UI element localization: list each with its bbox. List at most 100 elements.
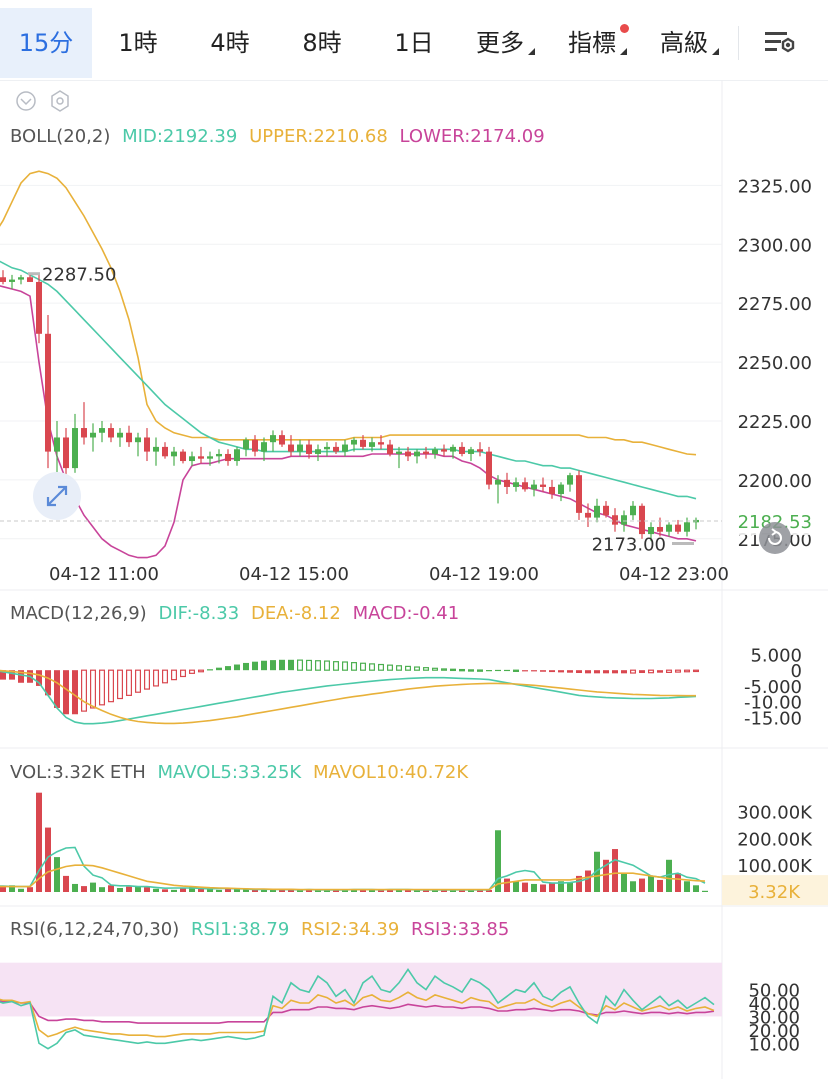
macd-dea-line (0, 669, 696, 725)
macd-bar (692, 669, 699, 673)
macd-tick-label: -15.00 (744, 708, 802, 729)
macd-bar (423, 667, 430, 671)
candle-body (432, 449, 438, 454)
rsi2-line (0, 991, 715, 1038)
volume-bar (27, 887, 33, 892)
macd-bar (54, 670, 60, 708)
macd-bar (549, 670, 555, 673)
volume-bar (576, 875, 582, 892)
candle-body (135, 437, 141, 443)
volume-bar (504, 878, 510, 892)
chart-settings-icon[interactable] (762, 28, 798, 60)
volume-bar (270, 889, 276, 892)
volume-bar (0, 886, 6, 892)
candle-body (72, 428, 78, 469)
macd-tick-label: -5.000 (744, 677, 802, 698)
macd-bar (531, 670, 537, 672)
rsi3-line (0, 1000, 715, 1024)
macd-bar (315, 660, 322, 671)
volume-bar (36, 792, 42, 892)
expand-button[interactable] (33, 472, 81, 520)
volume-bar (135, 886, 141, 892)
macd-dif-line (0, 670, 697, 725)
price-axis: 2325.00 2300.00 2275.00 2250.00 2225.00 2200.… (738, 176, 812, 550)
indicators-dropdown-icon (620, 48, 627, 55)
panel-separators (0, 80, 828, 1079)
volume-bar (90, 882, 96, 892)
candle-body (315, 449, 321, 454)
volume-bar (108, 885, 114, 892)
tab-4h[interactable]: 4時 (210, 29, 250, 57)
volume-bar (207, 889, 213, 892)
candle-body (612, 515, 618, 525)
reset-button[interactable] (759, 522, 791, 554)
collapse-indicator-icon[interactable] (16, 91, 36, 111)
volume-bar (702, 890, 708, 892)
macd-bar (665, 669, 672, 673)
rsi-legend: RSI(6,12,24,70,30) RSI1:38.79 RSI2:34.39… (10, 919, 509, 940)
tab-8h[interactable]: 8時 (302, 29, 342, 57)
macd-bar (125, 669, 132, 696)
boll-mid-line (0, 260, 697, 500)
volume-panel (0, 792, 708, 892)
tab-15m[interactable]: 15分 (0, 8, 92, 78)
macd-bar (324, 660, 331, 671)
price-tick-label: 2300.00 (738, 235, 812, 256)
candle-body (45, 333, 51, 452)
candle-body (297, 444, 303, 452)
candle-body (126, 432, 132, 443)
volume-bar (54, 857, 60, 892)
volume-axis: 300.00K 200.00K 100.00K 3.32K (722, 802, 828, 906)
volume-bar (261, 888, 267, 892)
candle-body (99, 428, 105, 433)
macd-bar (414, 666, 421, 671)
tab-1h[interactable]: 1時 (118, 29, 158, 57)
macd-legend: MACD(12,26,9) DIF:-8.33 DEA:-8.12 MACD:-… (10, 603, 459, 624)
candle-body (684, 522, 690, 532)
macd-bar (522, 670, 528, 672)
chevron-down-icon (20, 98, 32, 106)
macd-bar (621, 670, 627, 674)
candle-body (486, 451, 492, 485)
macd-bar (270, 660, 276, 671)
macd-bar (558, 670, 564, 673)
boll-upper-line (0, 170, 697, 456)
candle-body (513, 482, 519, 487)
candle-body (324, 446, 330, 450)
tab-advanced[interactable]: 高級 (660, 29, 708, 57)
macd-tick-label: 5.000 (750, 645, 802, 666)
candle-body (378, 442, 384, 445)
vol-legend: VOL:3.32K ETH MAVOL5:33.25K MAVOL10:40.7… (10, 762, 469, 783)
volume-bar (117, 887, 123, 892)
time-tick-label: 04-12 23:00 (619, 564, 729, 585)
volume-bar (225, 888, 231, 892)
macd-bar (189, 669, 196, 674)
current-volume-label: 3.32K (748, 882, 801, 903)
macd-bar (207, 669, 213, 671)
volume-bar (513, 881, 519, 892)
macd-bar (657, 670, 663, 673)
candle-body (648, 527, 654, 535)
volume-tick-label: 300.00K (737, 802, 813, 823)
volume-bar (171, 889, 177, 892)
kline-chart[interactable]: BOLL(20,2) MID:2192.39 UPPER:2210.68 LOW… (0, 80, 828, 1079)
timeframe-tabs: 15分 1時 4時 8時 1日 更多 指標 高級 (0, 0, 828, 81)
indicator-settings-icon[interactable] (51, 90, 69, 112)
volume-bar (153, 888, 159, 892)
macd-bar (261, 660, 267, 671)
tab-indicators[interactable]: 指標 (568, 29, 616, 57)
macd-bar (144, 669, 151, 690)
macd-bar (107, 669, 114, 703)
volume-bar (423, 890, 429, 892)
high-price-label: 2287.50 (42, 265, 116, 286)
candle-body (171, 451, 177, 457)
rsi1-line (0, 967, 715, 1050)
macd-bar (603, 670, 609, 674)
tab-more[interactable]: 更多 (476, 29, 524, 57)
macd-bar (468, 669, 475, 672)
macd-bar (432, 667, 439, 671)
volume-bar (324, 889, 330, 892)
candle-body (666, 524, 672, 532)
volume-bar (189, 886, 195, 892)
tab-1d[interactable]: 1日 (394, 29, 434, 57)
